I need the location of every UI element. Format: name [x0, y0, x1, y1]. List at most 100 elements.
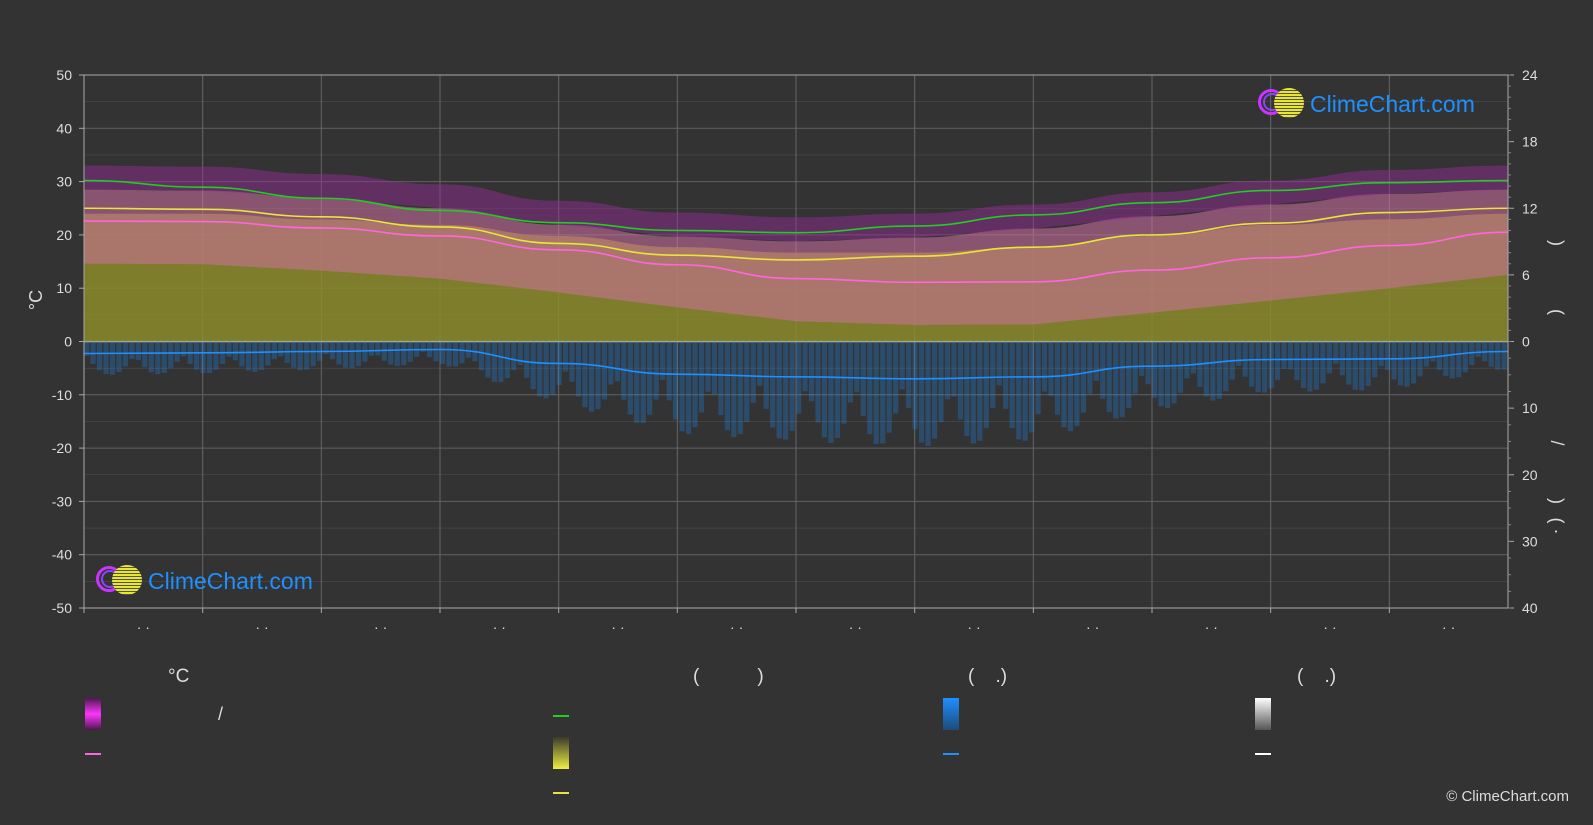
- precip-bar: [161, 341, 167, 373]
- precip-bar: [245, 341, 251, 371]
- left-tick-label: 40: [56, 120, 72, 136]
- precip-bar: [1126, 341, 1132, 409]
- precip-bar: [1443, 341, 1449, 376]
- precip-bar: [1106, 341, 1112, 413]
- precip-bar: [336, 341, 342, 365]
- precip-bar: [537, 341, 543, 397]
- precip-bar: [575, 341, 582, 397]
- precip-bar: [504, 341, 510, 379]
- precip-bar: [588, 341, 595, 412]
- precip-bar: [1087, 341, 1093, 394]
- precip-bar: [1300, 341, 1307, 389]
- precip-bar: [925, 341, 931, 446]
- precip-bar: [1041, 341, 1048, 392]
- precip-bar: [1423, 341, 1430, 367]
- precip-bar: [232, 341, 239, 361]
- precip-bar: [1164, 341, 1171, 409]
- precip-bar: [1223, 341, 1229, 392]
- precip-bar: [815, 341, 821, 423]
- precip-bar: [562, 341, 569, 372]
- precip-bar: [1274, 341, 1281, 381]
- temperature-range-band: [84, 189, 1508, 325]
- band-layer: [84, 165, 1508, 446]
- precip-bar: [1346, 341, 1352, 385]
- precip-bar: [524, 341, 530, 378]
- precip-bar: [1378, 341, 1384, 367]
- left-tick-label: 10: [56, 280, 72, 296]
- precip-bar: [886, 341, 892, 433]
- x-tick-label: · ·: [255, 619, 268, 635]
- precip-bar: [718, 341, 724, 416]
- precip-bar: [660, 341, 666, 380]
- right-tick-label-bottom: 20: [1522, 467, 1538, 483]
- copyright[interactable]: © ClimeChart.com: [1446, 788, 1569, 805]
- precip-bar: [1456, 341, 1462, 378]
- precip-bar: [465, 341, 472, 358]
- precip-bar: [698, 341, 705, 413]
- legend-header-sun: ( ): [693, 666, 764, 687]
- precip-bar: [239, 341, 245, 367]
- legend-swatch-daylight: [553, 715, 569, 717]
- x-tick-label: · ·: [493, 619, 506, 635]
- precip-bar: [1016, 341, 1022, 440]
- precip-bar: [174, 341, 180, 362]
- logo-text: ClimeChart.com: [1310, 90, 1475, 117]
- precip-bar: [757, 341, 763, 386]
- precip-bar: [84, 341, 90, 356]
- temperature-extreme-band: [84, 165, 1508, 242]
- precip-bar: [1307, 341, 1313, 392]
- right-tick-label-top: 24: [1522, 67, 1538, 83]
- precip-bar: [893, 341, 899, 414]
- precip-bar: [103, 341, 109, 375]
- precip-bar: [854, 341, 860, 393]
- x-tick-label: · ·: [374, 619, 387, 635]
- precip-bar: [291, 341, 297, 368]
- line-layer: [83, 179, 1509, 380]
- precip-bar: [265, 341, 271, 366]
- climechart-logo-icon: [1258, 88, 1304, 120]
- precip-bar: [977, 341, 983, 441]
- precip-bar: [595, 341, 601, 410]
- precip-bar: [1430, 341, 1436, 362]
- precip-bar: [1203, 341, 1209, 397]
- precip-bar: [1048, 341, 1054, 396]
- precip-bar: [478, 341, 485, 371]
- precip-bar: [1210, 341, 1216, 401]
- right-tick-label-bottom: 40: [1522, 600, 1538, 616]
- x-tick-label: · ·: [1086, 619, 1099, 635]
- precip-bar: [770, 341, 776, 428]
- right-tick-label-top: 0: [1522, 334, 1530, 350]
- precip-bar: [368, 341, 374, 356]
- precip-bar: [329, 341, 336, 360]
- precip-bar: [705, 341, 711, 392]
- logo-top-right[interactable]: ClimeChart.com: [1258, 88, 1475, 120]
- legend-swatch-mean-rain: [943, 753, 959, 755]
- precip-bar: [194, 341, 200, 370]
- precip-bar: [1262, 341, 1268, 393]
- precip-bar: [763, 341, 769, 409]
- precip-bar: [990, 341, 996, 408]
- legend-header-rain: ( .): [968, 666, 1008, 687]
- x-tick-label: · ·: [967, 619, 980, 635]
- precip-bar: [1139, 341, 1145, 376]
- precip-bar: [271, 341, 277, 359]
- precip-bar: [1281, 341, 1287, 369]
- precip-bar: [802, 341, 808, 392]
- precip-bar: [148, 341, 154, 373]
- precip-bar: [1022, 341, 1028, 441]
- right-axis-title-fragment-4: ): [1547, 498, 1567, 504]
- series-line-mean-temp: [83, 220, 1509, 284]
- precip-bar: [841, 341, 847, 424]
- precip-bar: [168, 341, 174, 369]
- precip-bar: [1152, 341, 1158, 398]
- precip-bar: [931, 341, 938, 439]
- precip-bar: [1449, 341, 1455, 379]
- precip-bar: [135, 341, 141, 361]
- precip-bar: [1313, 341, 1319, 390]
- left-tick-label: 30: [56, 174, 72, 190]
- logo-bottom-left[interactable]: ClimeChart.com: [96, 565, 313, 597]
- logo-text: ClimeChart.com: [148, 567, 313, 594]
- precip-bar: [834, 341, 841, 438]
- precip-bar: [1404, 341, 1410, 387]
- precip-bar: [783, 341, 789, 440]
